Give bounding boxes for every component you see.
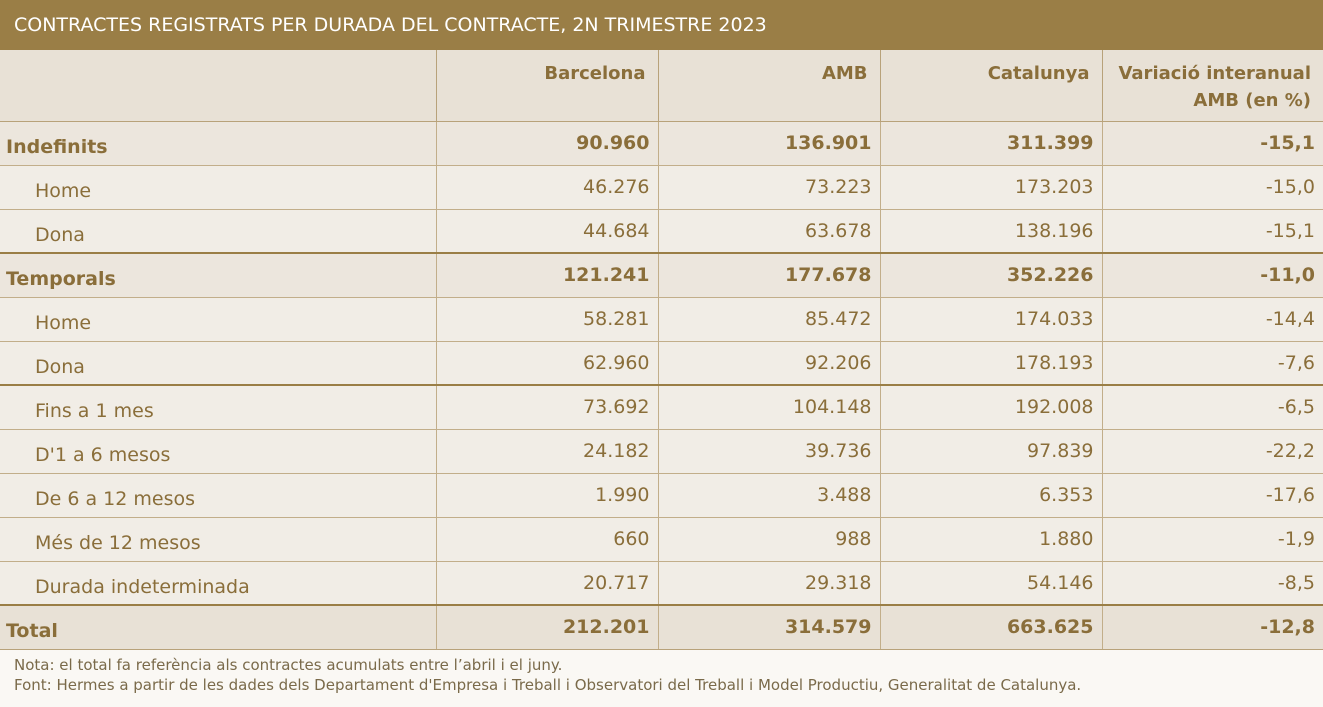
cell-barcelona: 660 [435, 517, 658, 562]
table-row: D'1 a 6 mesos 24.182 39.736 97.839 -22,2 [0, 429, 1323, 474]
cell-variacio: -8,5 [1101, 561, 1323, 606]
row-label: Home [0, 297, 436, 342]
cell-barcelona: 73.692 [435, 385, 658, 430]
cell-variacio: -15,1 [1101, 121, 1323, 166]
table-row: Indefinits 90.960 136.901 311.399 -15,1 [0, 121, 1323, 166]
row-label: D'1 a 6 mesos [0, 429, 436, 474]
row-label: Dona [0, 209, 436, 254]
table-row: Durada indeterminada 20.717 29.318 54.14… [0, 561, 1323, 606]
cell-catalunya: 352.226 [879, 253, 1102, 298]
row-label: Dona [0, 341, 436, 386]
cell-variacio: -15,0 [1101, 165, 1323, 210]
row-label: De 6 a 12 mesos [0, 473, 436, 518]
cell-variacio: -17,6 [1101, 473, 1323, 518]
header-row: Barcelona AMB Catalunya Variació interan… [0, 50, 1323, 122]
table-row: Home 58.281 85.472 174.033 -14,4 [0, 297, 1323, 342]
row-label: Indefinits [0, 121, 436, 166]
cell-catalunya: 54.146 [879, 561, 1102, 606]
cell-variacio: -7,6 [1101, 341, 1323, 386]
cell-amb: 29.318 [657, 561, 880, 606]
header-catalunya: Catalunya [879, 50, 1102, 122]
cell-variacio: -12,8 [1101, 604, 1323, 650]
cell-catalunya: 178.193 [879, 341, 1102, 386]
cell-catalunya: 97.839 [879, 429, 1102, 474]
cell-barcelona: 1.990 [435, 473, 658, 518]
table-row: De 6 a 12 mesos 1.990 3.488 6.353 -17,6 [0, 473, 1323, 518]
cell-amb: 73.223 [657, 165, 880, 210]
cell-amb: 39.736 [657, 429, 880, 474]
header-empty [0, 50, 436, 122]
cell-amb: 92.206 [657, 341, 880, 386]
source-text: Font: Hermes a partir de les dades dels … [14, 675, 1082, 694]
header-barcelona: Barcelona [435, 50, 658, 122]
header-amb: AMB [657, 50, 880, 122]
cell-amb: 988 [657, 517, 880, 562]
cell-barcelona: 212.201 [435, 604, 658, 650]
cell-barcelona: 58.281 [435, 297, 658, 342]
cell-amb: 85.472 [657, 297, 880, 342]
cell-catalunya: 6.353 [879, 473, 1102, 518]
cell-variacio: -11,0 [1101, 253, 1323, 298]
cell-amb: 136.901 [657, 121, 880, 166]
cell-catalunya: 192.008 [879, 385, 1102, 430]
cell-amb: 177.678 [657, 253, 880, 298]
cell-amb: 63.678 [657, 209, 880, 254]
row-label: Home [0, 165, 436, 210]
cell-variacio: -14,4 [1101, 297, 1323, 342]
cell-barcelona: 62.960 [435, 341, 658, 386]
cell-barcelona: 20.717 [435, 561, 658, 606]
cell-amb: 314.579 [657, 604, 880, 650]
header-variacio-line2: AMB (en %) [1193, 90, 1311, 111]
table-row: Dona 44.684 63.678 138.196 -15,1 [0, 209, 1323, 254]
row-label: Més de 12 mesos [0, 517, 436, 562]
cell-barcelona: 121.241 [435, 253, 658, 298]
table-row: Temporals 121.241 177.678 352.226 -11,0 [0, 253, 1323, 298]
cell-barcelona: 90.960 [435, 121, 658, 166]
cell-catalunya: 138.196 [879, 209, 1102, 254]
table-row: Fins a 1 mes 73.692 104.148 192.008 -6,5 [0, 385, 1323, 430]
cell-barcelona: 44.684 [435, 209, 658, 254]
cell-catalunya: 663.625 [879, 604, 1102, 650]
table-title: CONTRACTES REGISTRATS PER DURADA DEL CON… [0, 0, 1323, 50]
cell-amb: 104.148 [657, 385, 880, 430]
footnotes: Nota: el total fa referència als contrac… [0, 650, 1323, 695]
note-text: Nota: el total fa referència als contrac… [14, 655, 563, 674]
table-row: Home 46.276 73.223 173.203 -15,0 [0, 165, 1323, 210]
cell-barcelona: 46.276 [435, 165, 658, 210]
header-variacio: Variació interanual AMB (en %) [1101, 50, 1323, 122]
cell-catalunya: 173.203 [879, 165, 1102, 210]
cell-catalunya: 1.880 [879, 517, 1102, 562]
cell-variacio: -1,9 [1101, 517, 1323, 562]
cell-variacio: -22,2 [1101, 429, 1323, 474]
cell-catalunya: 174.033 [879, 297, 1102, 342]
cell-amb: 3.488 [657, 473, 880, 518]
header-variacio-line1: Variació interanual [1118, 63, 1311, 84]
row-label: Fins a 1 mes [0, 385, 436, 430]
table-row: Dona 62.960 92.206 178.193 -7,6 [0, 341, 1323, 386]
total-row: Total 212.201 314.579 663.625 -12,8 [0, 604, 1323, 650]
row-label: Temporals [0, 253, 436, 298]
cell-catalunya: 311.399 [879, 121, 1102, 166]
cell-variacio: -15,1 [1101, 209, 1323, 254]
row-label: Total [0, 604, 436, 650]
contracts-table: Barcelona AMB Catalunya Variació interan… [0, 50, 1323, 650]
row-label: Durada indeterminada [0, 561, 436, 606]
table-row: Més de 12 mesos 660 988 1.880 -1,9 [0, 517, 1323, 562]
cell-barcelona: 24.182 [435, 429, 658, 474]
cell-variacio: -6,5 [1101, 385, 1323, 430]
